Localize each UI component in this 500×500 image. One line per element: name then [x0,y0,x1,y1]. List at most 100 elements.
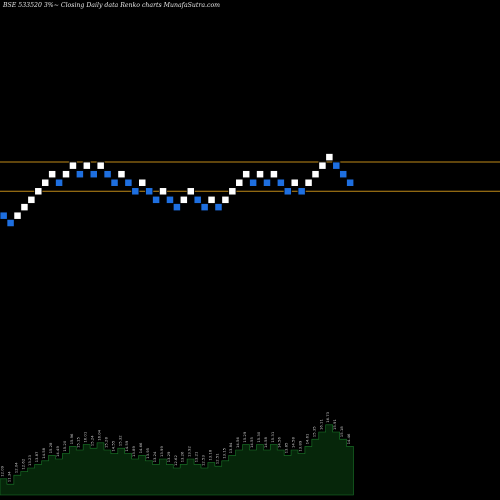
volume-label: 15.96 [69,433,74,444]
volume-label: 13.23 [27,455,32,466]
renko-brick-up [179,195,188,204]
renko-brick-down [332,161,341,170]
volume-label: 14.66 [138,442,143,453]
renko-brick-down [346,178,355,187]
renko-brick-up [318,161,327,170]
volume-label: 12.62 [20,458,25,469]
volume-label: 16.11 [318,419,323,430]
renko-brick-down [283,187,292,196]
volume-label: 15.32 [117,435,122,446]
volume-label: 14.55 [249,437,254,448]
renko-brick-down [0,211,8,220]
renko-brick-up [256,170,265,179]
volume-label: 16.73 [325,411,330,422]
renko-brick-down [6,218,15,228]
volume-area-path [0,424,354,496]
renko-brick-up [221,195,230,204]
renko-brick-up [207,195,216,204]
volume-label: 13.26 [180,451,185,462]
volume-label: 15.30 [256,431,261,442]
renko-brick-up [13,211,22,220]
volume-label: 15.28 [48,442,53,453]
volume-label: 15.91 [332,419,337,430]
header-brick: 3% [43,2,54,9]
renko-brick-down [172,203,181,212]
volume-label: 13.89 [131,446,136,457]
volume-label: 14.59 [124,440,129,451]
volume-label: 12.62 [173,455,178,466]
volume-label: 15.15 [76,437,81,448]
volume-label: 11.34 [6,471,11,482]
renko-brick-up [68,161,78,170]
renko-brick-up [82,161,91,170]
renko-brick-up [20,203,29,212]
renko-brick-up [41,178,50,187]
volume-label: 13.24 [152,451,157,462]
renko-brick-down [145,187,154,196]
volume-label: 15.28 [103,437,108,448]
renko-brick-down [165,195,175,204]
volume-label: 12.04 [13,462,18,473]
volume-label: 13.18 [207,449,212,460]
volume-label: 14.46 [346,433,351,444]
volume-label: 14.58 [263,437,268,448]
volume-label: 15.35 [311,426,316,437]
volume-label: 14.56 [277,437,282,448]
renko-brick-up [34,187,43,196]
header-description: Closing Daily data Renko charts MunafaSu… [60,2,221,9]
renko-brick-down [110,178,119,187]
renko-brick-up [138,178,147,187]
volume-label: 14.49 [55,446,60,457]
renko-brick-down [89,170,98,179]
renko-brick-up [96,161,105,170]
volume-label: 15.20 [62,440,67,451]
volume-label: 12.51 [214,453,219,464]
renko-brick-down [193,195,202,204]
renko-brick-up [242,170,251,179]
renko-brick-down [297,187,306,196]
renko-brick-up [158,187,168,196]
renko-brick-down [214,203,223,212]
volume-label: 13.89 [297,440,302,451]
renko-brick-up [228,187,237,196]
volume-label: 15.24 [90,435,95,446]
volume-area [0,424,354,496]
renko-brick-down [124,178,133,187]
volume-label: 15.29 [242,431,247,442]
volume-label: 12.53 [200,455,205,466]
renko-bricks [0,153,355,228]
renko-brick-down [339,170,348,179]
renko-brick-down [249,178,258,187]
chart-header: BSE 533520 3%~ Closing Daily data Renko … [3,2,221,9]
renko-brick-up [304,178,313,187]
renko-brick-down [262,178,272,187]
volume-label: 14.56 [235,437,240,448]
volume-label: 14.55 [110,440,115,451]
volume-label: 13.99 [159,446,164,457]
volume-label: 13.29 [166,451,171,462]
header-symbol: BSE 533520 [3,2,42,9]
volume-label: 12.09 [0,465,5,476]
renko-brick-up [27,195,36,204]
volume-label: 16.04 [97,429,102,440]
renko-brick-up [311,170,320,179]
renko-brick-up [269,170,278,179]
volume-label: 13.85 [284,442,289,453]
renko-brick-down [75,170,84,179]
renko-brick-up [117,170,126,179]
renko-brick-down [200,203,209,212]
renko-brick-up [186,187,195,196]
volume-label: 14.58 [41,447,46,458]
renko-brick-down [276,178,285,187]
renko-brick-down [131,187,140,196]
renko-brick-up [61,170,71,179]
volume-label: 13.21 [194,451,199,462]
volume-label: 13.95 [145,447,150,458]
volume-label: 15.18 [339,426,344,437]
volume-label: 13.92 [187,446,192,457]
volume-label: 13.84 [228,442,233,453]
renko-brick-up [325,153,334,162]
volume-label: 16.01 [83,431,88,442]
